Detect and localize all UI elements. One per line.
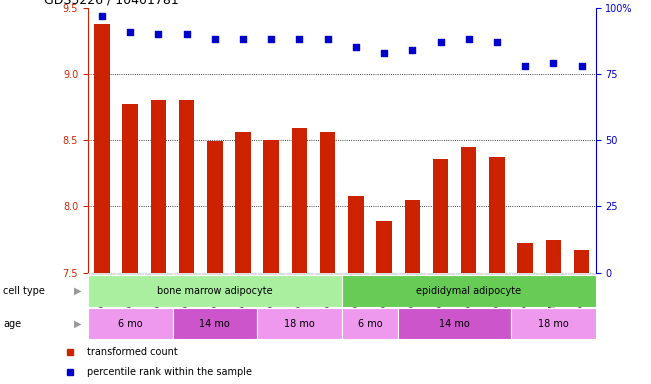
- Bar: [511, 308, 596, 339]
- Bar: [314, 273, 342, 275]
- Text: 6 mo: 6 mo: [357, 318, 382, 329]
- Bar: [539, 273, 568, 275]
- Bar: [511, 273, 539, 275]
- Text: 6 mo: 6 mo: [118, 318, 143, 329]
- Bar: [229, 273, 257, 275]
- Bar: [348, 196, 364, 273]
- Text: cell type: cell type: [3, 286, 45, 296]
- Bar: [88, 308, 173, 339]
- Bar: [426, 273, 454, 275]
- Text: bone marrow adipocyte: bone marrow adipocyte: [157, 286, 273, 296]
- Bar: [342, 308, 398, 339]
- Bar: [285, 273, 314, 275]
- Point: [464, 36, 474, 43]
- Bar: [433, 159, 449, 273]
- Point: [210, 36, 220, 43]
- Text: ▶: ▶: [74, 286, 81, 296]
- Bar: [568, 273, 596, 275]
- Bar: [179, 100, 195, 273]
- Point: [351, 45, 361, 51]
- Bar: [461, 147, 477, 273]
- Bar: [404, 200, 420, 273]
- Point: [97, 13, 107, 19]
- Point: [322, 36, 333, 43]
- Bar: [342, 275, 596, 306]
- Bar: [235, 132, 251, 273]
- Bar: [398, 308, 511, 339]
- Bar: [376, 221, 392, 273]
- Point: [125, 28, 135, 35]
- Bar: [292, 128, 307, 273]
- Text: percentile rank within the sample: percentile rank within the sample: [87, 367, 253, 377]
- Bar: [370, 273, 398, 275]
- Bar: [483, 273, 511, 275]
- Bar: [88, 273, 116, 275]
- Bar: [94, 23, 110, 273]
- Text: age: age: [3, 318, 21, 329]
- Point: [576, 63, 587, 69]
- Text: 18 mo: 18 mo: [284, 318, 315, 329]
- Text: 14 mo: 14 mo: [439, 318, 470, 329]
- Text: 14 mo: 14 mo: [199, 318, 230, 329]
- Point: [294, 36, 305, 43]
- Bar: [145, 273, 173, 275]
- Bar: [173, 308, 257, 339]
- Bar: [116, 273, 145, 275]
- Text: 18 mo: 18 mo: [538, 318, 569, 329]
- Bar: [122, 104, 138, 273]
- Point: [266, 36, 277, 43]
- Bar: [88, 275, 342, 306]
- Bar: [173, 273, 201, 275]
- Bar: [201, 273, 229, 275]
- Point: [548, 60, 559, 66]
- Bar: [342, 273, 370, 275]
- Text: ▶: ▶: [74, 318, 81, 329]
- Point: [238, 36, 248, 43]
- Point: [520, 63, 531, 69]
- Bar: [518, 243, 533, 273]
- Point: [492, 39, 502, 45]
- Bar: [257, 273, 285, 275]
- Point: [153, 31, 163, 37]
- Point: [407, 47, 417, 53]
- Bar: [150, 100, 166, 273]
- Point: [436, 39, 446, 45]
- Text: GDS5226 / 10401781: GDS5226 / 10401781: [44, 0, 178, 7]
- Bar: [489, 157, 505, 273]
- Bar: [398, 273, 426, 275]
- Bar: [320, 132, 335, 273]
- Bar: [264, 140, 279, 273]
- Bar: [574, 250, 589, 273]
- Point: [379, 50, 389, 56]
- Point: [182, 31, 192, 37]
- Bar: [257, 308, 342, 339]
- Bar: [454, 273, 483, 275]
- Bar: [546, 240, 561, 273]
- Bar: [207, 141, 223, 273]
- Text: epididymal adipocyte: epididymal adipocyte: [416, 286, 521, 296]
- Text: transformed count: transformed count: [87, 347, 178, 357]
